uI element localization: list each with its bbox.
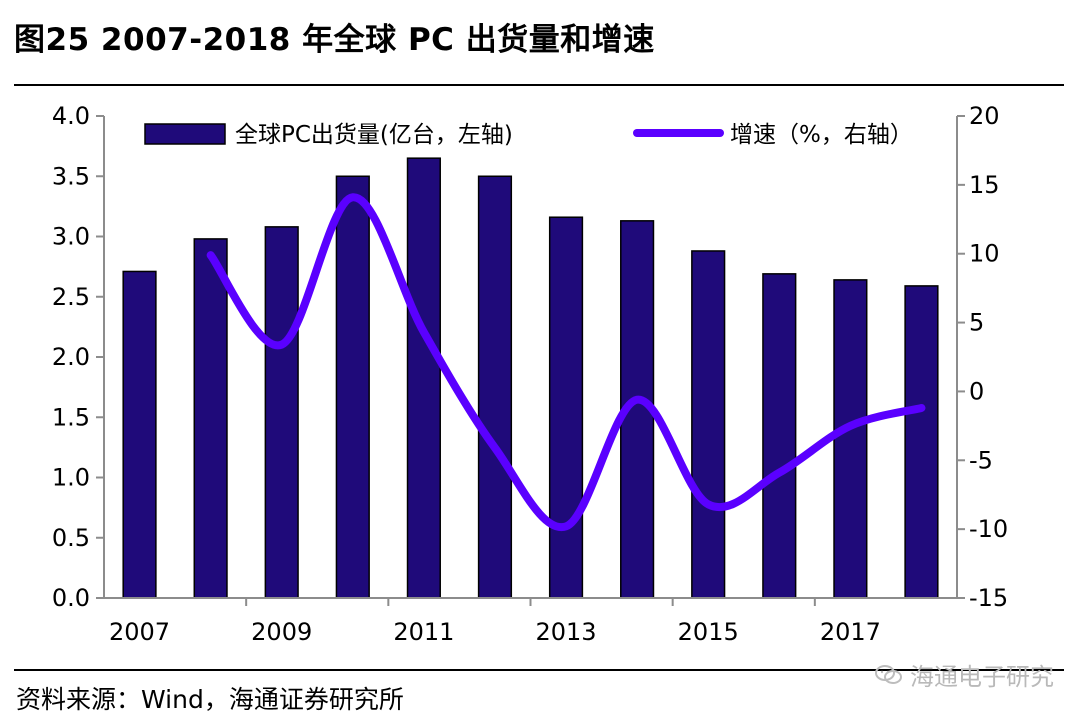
right-y-tick-label: 15 [969,171,1000,199]
left-y-tick-label: 4.0 [52,102,90,130]
title-divider [14,84,1064,86]
x-tick-label: 2011 [393,618,454,646]
bar-2007 [122,270,157,599]
right-y-tick-label: 5 [969,309,984,337]
x-tick-label: 2007 [109,618,170,646]
watermark: 海通电子研究 [874,657,1054,692]
x-tick-label: 2015 [678,618,739,646]
footer-divider [14,669,1064,671]
left-y-tick-label: 0.5 [52,524,90,552]
left-y-tick-label: 2.5 [52,283,90,311]
axes-layer: 0.0 0.5 1.0 1.5 2.0 2.5 3.0 3.5 4.0 -15 -10 -5 0 5 10 1… [52,102,1008,646]
right-y-tick-label: 0 [969,377,984,405]
bars-layer [122,157,939,599]
growth-rate-line [206,193,926,532]
bar-2016 [762,273,797,599]
x-tick-label: 2009 [251,618,312,646]
bar-2009 [264,226,299,599]
bar-2013 [548,216,584,599]
right-y-tick-label: -5 [969,446,993,474]
left-y-tick-label: 3.0 [52,223,90,251]
bar-2018 [904,285,939,599]
bar-2010 [335,175,370,599]
left-y-tick-label: 3.5 [52,162,90,190]
watermark-text: 海通电子研究 [910,663,1054,691]
bar-2011 [406,157,441,599]
legend-bar-swatch [144,123,226,145]
chart-title: 图25 2007-2018 年全球 PC 出货量和增速 [14,22,655,58]
legend-bar-label: 全球PC出货量(亿台，左轴) [235,122,513,148]
left-y-tick-label: 1.5 [52,403,90,431]
legend-line-label: 增速（%，右轴） [730,122,913,148]
right-y-tick-label: -10 [969,515,1008,543]
bar-2017 [833,279,868,599]
legend: 全球PC出货量(亿台，左轴) 增速（%，右轴） [144,122,913,148]
right-y-tick-label: -15 [969,584,1008,612]
right-y-tick-label: 10 [969,240,1000,268]
bar-2012 [477,175,513,599]
left-y-tick-label: 0.0 [52,584,90,612]
x-tick-label: 2017 [820,618,881,646]
source-note: 资料来源：Wind，海通证券研究所 [16,685,404,714]
line-layer [206,193,926,532]
left-y-tick-label: 1.0 [52,464,90,492]
x-tick-label: 2013 [536,618,597,646]
bar-2015 [691,250,726,599]
right-y-tick-label: 20 [969,102,1000,130]
bar-2008 [193,238,228,599]
left-y-tick-label: 2.0 [52,343,90,371]
wechat-icon [875,664,902,684]
